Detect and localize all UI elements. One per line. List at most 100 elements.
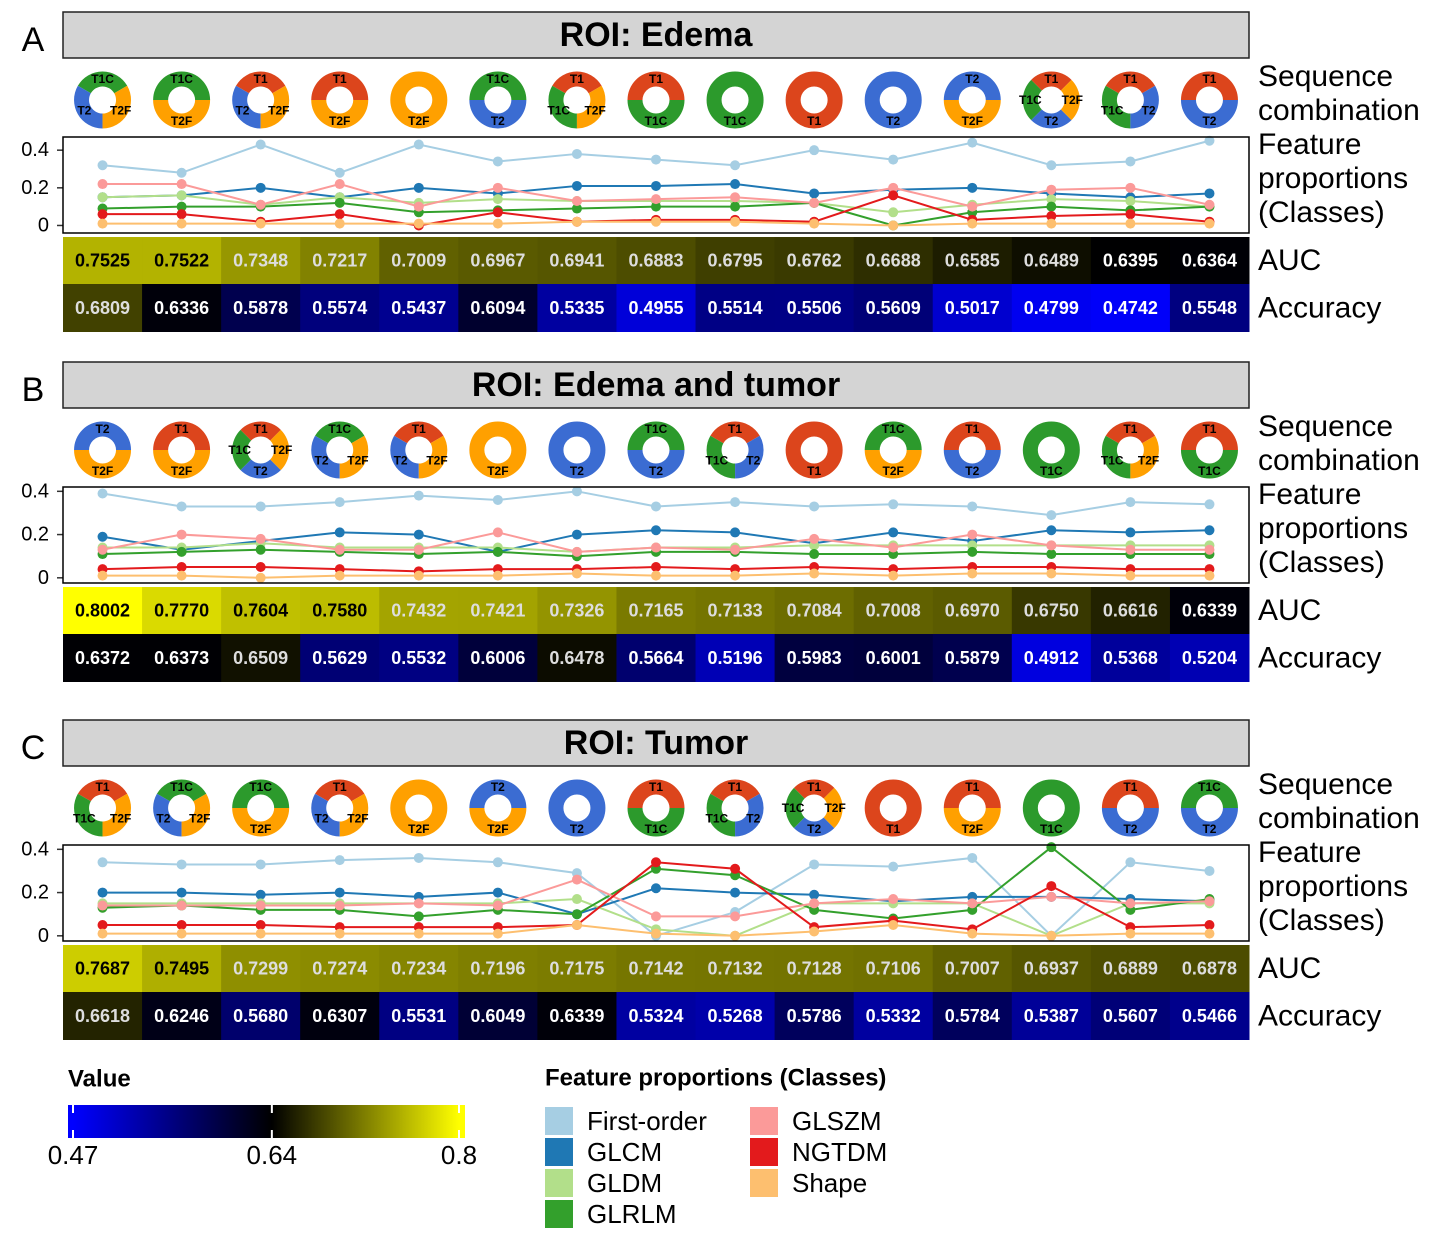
donut-segment bbox=[235, 71, 286, 94]
cell-label: 0.5609 bbox=[866, 298, 921, 318]
cell-label: 0.7299 bbox=[233, 959, 288, 979]
cell-label: 0.5680 bbox=[233, 1006, 288, 1026]
point bbox=[888, 861, 899, 872]
panel-title: ROI: Edema bbox=[560, 16, 754, 54]
donut-label: T2 bbox=[965, 72, 979, 86]
cell-label: 0.7009 bbox=[391, 251, 446, 271]
point bbox=[413, 898, 424, 909]
donut-ring bbox=[469, 421, 527, 479]
point bbox=[97, 887, 108, 898]
donut-label: T1C bbox=[1040, 464, 1063, 478]
point bbox=[809, 197, 820, 208]
donut: T1C T2 bbox=[469, 71, 527, 129]
legend-swatch bbox=[545, 1107, 573, 1135]
point bbox=[1046, 184, 1057, 195]
heat-cell bbox=[1169, 587, 1250, 634]
point bbox=[255, 562, 266, 572]
donut-segment bbox=[1180, 71, 1238, 100]
heat-cell bbox=[853, 634, 934, 682]
legend-swatch bbox=[545, 1138, 573, 1166]
donut: T2F bbox=[390, 71, 448, 129]
cell-label: 0.6395 bbox=[1103, 251, 1158, 271]
heat-cell bbox=[63, 992, 143, 1040]
donut-segment bbox=[311, 100, 369, 129]
cell-label: 0.6762 bbox=[787, 251, 842, 271]
donut-label: T2F bbox=[347, 812, 368, 826]
point bbox=[492, 182, 503, 193]
cell-label: 0.5387 bbox=[1024, 1006, 1079, 1026]
legend-title: Feature proportions (Classes) bbox=[545, 1065, 886, 1092]
row-label: Accuracy bbox=[1258, 292, 1381, 325]
heat-cell bbox=[1090, 237, 1171, 284]
donut: T1 bbox=[864, 779, 922, 837]
heat-cell bbox=[1169, 945, 1250, 992]
point bbox=[1046, 891, 1057, 902]
donut-segment bbox=[576, 85, 606, 129]
heat-cell bbox=[774, 992, 855, 1040]
point bbox=[651, 216, 661, 227]
donut-label: T1C bbox=[882, 422, 905, 436]
donut-label: T1C bbox=[782, 801, 805, 815]
donut-label: T1C bbox=[1101, 454, 1124, 468]
point bbox=[97, 570, 108, 581]
cell-label: 0.5664 bbox=[628, 648, 683, 668]
point bbox=[1204, 525, 1215, 536]
cell-label: 0.6970 bbox=[945, 601, 1000, 621]
legend-label: GLCM bbox=[587, 1137, 662, 1167]
point bbox=[651, 928, 661, 939]
row-label: Accuracy bbox=[1258, 642, 1381, 675]
donut: T2F bbox=[469, 421, 527, 479]
point bbox=[334, 855, 345, 866]
point bbox=[97, 857, 108, 868]
point bbox=[1125, 527, 1136, 538]
point bbox=[413, 201, 424, 212]
donut-label: T1C bbox=[228, 443, 251, 457]
point bbox=[334, 218, 345, 229]
donut-label: T1C bbox=[1198, 780, 1221, 794]
donut-segment bbox=[153, 100, 211, 129]
cell-label: 0.6246 bbox=[154, 1006, 209, 1026]
point bbox=[255, 928, 266, 939]
colorbar-tick-label: 0.8 bbox=[441, 1140, 477, 1170]
point bbox=[1125, 218, 1136, 229]
donut-segment bbox=[311, 435, 340, 479]
donut-segment bbox=[1101, 779, 1159, 808]
donut-label: T1C bbox=[1040, 822, 1063, 836]
heat-cell bbox=[379, 634, 459, 682]
donut: T1 T1C T2F bbox=[1101, 421, 1159, 479]
cell-label: 0.6339 bbox=[549, 1006, 604, 1026]
cell-label: 0.6750 bbox=[1024, 601, 1079, 621]
point bbox=[97, 920, 108, 930]
heat-cell bbox=[774, 634, 855, 682]
donut-segment bbox=[418, 435, 448, 479]
legend-label: GLRLM bbox=[587, 1199, 677, 1229]
point bbox=[651, 570, 661, 581]
donut: T1 T2F bbox=[943, 779, 1001, 837]
point bbox=[888, 190, 899, 201]
cell-label: 0.5196 bbox=[708, 648, 763, 668]
donut-label: T2F bbox=[171, 464, 192, 478]
heat-cell bbox=[63, 634, 143, 682]
donut-label: T2F bbox=[347, 454, 368, 468]
donut: T1 T2 T2F bbox=[390, 421, 448, 479]
cell-label: 0.6878 bbox=[1182, 959, 1237, 979]
donut: T1C T2F bbox=[232, 779, 290, 837]
donut-label: T1 bbox=[965, 422, 979, 436]
heat-cell bbox=[142, 237, 222, 284]
donut-label: T1C bbox=[91, 72, 114, 86]
heat-cell bbox=[1090, 992, 1171, 1040]
donut-label: T2 bbox=[886, 114, 900, 128]
point bbox=[97, 544, 108, 555]
point bbox=[413, 218, 424, 229]
point bbox=[1125, 497, 1136, 508]
point bbox=[888, 207, 899, 218]
point bbox=[1204, 218, 1215, 229]
point bbox=[809, 926, 820, 937]
point bbox=[1204, 896, 1215, 907]
plot-frame bbox=[62, 136, 1250, 234]
donut-label: T1 bbox=[570, 72, 584, 86]
point bbox=[255, 501, 266, 512]
point bbox=[730, 863, 741, 874]
point bbox=[1125, 857, 1136, 868]
point bbox=[492, 857, 503, 868]
